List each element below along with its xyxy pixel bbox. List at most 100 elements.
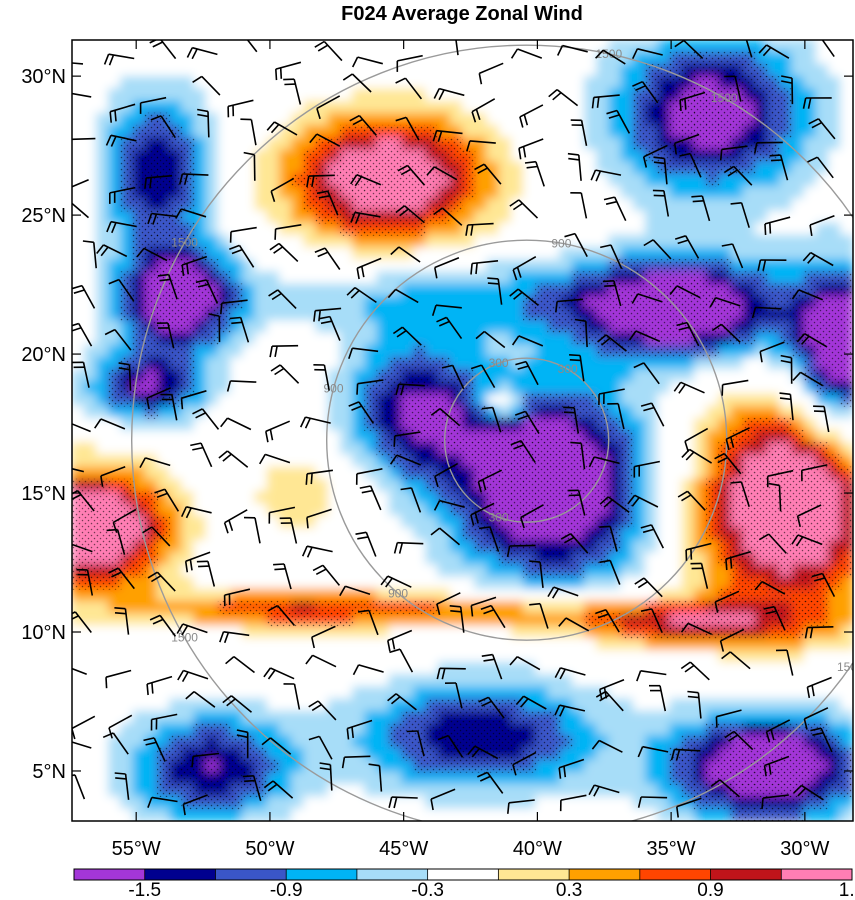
stipple-cell bbox=[559, 283, 573, 297]
field-cell bbox=[156, 661, 171, 676]
field-cell bbox=[547, 332, 561, 346]
field-cell bbox=[767, 51, 781, 65]
field-cell bbox=[669, 710, 683, 724]
field-cell bbox=[278, 295, 293, 309]
field-cell bbox=[449, 796, 463, 810]
field-cell bbox=[388, 698, 402, 712]
stipple-cell bbox=[376, 149, 390, 163]
field-cell bbox=[169, 576, 183, 590]
field-cell bbox=[474, 295, 488, 309]
field-cell bbox=[169, 722, 183, 737]
field-cell bbox=[303, 246, 317, 261]
field-cell bbox=[547, 637, 561, 651]
field-cell bbox=[327, 356, 341, 370]
field-cell bbox=[376, 88, 390, 102]
field-cell bbox=[474, 661, 488, 676]
stipple-cell bbox=[706, 332, 720, 346]
field-cell bbox=[400, 307, 415, 322]
field-cell bbox=[120, 332, 134, 346]
field-cell bbox=[620, 381, 634, 395]
stipple-cell bbox=[742, 442, 756, 456]
stipple-cell bbox=[693, 283, 708, 297]
field-cell bbox=[706, 564, 720, 578]
field-cell bbox=[584, 588, 598, 602]
field-cell bbox=[388, 478, 402, 493]
stipple-cell bbox=[742, 295, 756, 309]
field-cell bbox=[474, 320, 488, 334]
stipple-cell bbox=[742, 332, 756, 346]
stipple-cell bbox=[828, 332, 842, 346]
field-cell bbox=[828, 661, 842, 676]
field-cell bbox=[437, 783, 451, 798]
field-cell bbox=[645, 649, 659, 663]
field-cell bbox=[95, 149, 110, 163]
field-cell bbox=[657, 637, 671, 651]
stipple-cell bbox=[376, 185, 390, 200]
field-cell bbox=[72, 368, 85, 383]
stipple-cell bbox=[400, 222, 415, 236]
stipple-cell bbox=[840, 368, 853, 383]
field-cell bbox=[72, 808, 85, 821]
field-cell bbox=[681, 417, 695, 431]
field-cell bbox=[425, 63, 439, 78]
stipple-cell bbox=[169, 161, 183, 175]
field-cell bbox=[181, 576, 195, 590]
field-cell bbox=[303, 368, 317, 383]
field-cell bbox=[303, 747, 317, 761]
field-cell bbox=[352, 63, 366, 78]
field-cell bbox=[376, 539, 390, 554]
stipple-cell bbox=[706, 161, 720, 175]
field-cell bbox=[95, 307, 110, 322]
field-cell bbox=[254, 442, 268, 456]
field-cell bbox=[83, 637, 97, 651]
field-cell bbox=[315, 747, 329, 761]
field-cell bbox=[132, 674, 146, 688]
field-cell bbox=[742, 710, 756, 724]
stipple-cell bbox=[706, 63, 720, 78]
field-cell bbox=[437, 40, 451, 53]
field-cell bbox=[486, 76, 500, 90]
field-cell bbox=[547, 613, 561, 627]
field-cell bbox=[291, 478, 305, 493]
stipple-cell bbox=[571, 271, 586, 285]
field-cell bbox=[828, 637, 842, 651]
field-cell bbox=[230, 210, 244, 224]
stipple-cell bbox=[400, 161, 415, 175]
stipple-cell bbox=[83, 527, 97, 541]
field-cell bbox=[815, 63, 830, 78]
field-cell bbox=[571, 161, 586, 175]
field-cell bbox=[571, 173, 586, 187]
field-cell bbox=[364, 564, 378, 578]
stipple-cell bbox=[449, 417, 463, 431]
stipple-cell bbox=[193, 283, 207, 297]
field-cell bbox=[669, 491, 683, 505]
field-cell bbox=[339, 527, 354, 541]
field-cell bbox=[278, 222, 293, 236]
field-cell bbox=[205, 40, 219, 53]
field-cell bbox=[327, 674, 341, 688]
field-cell bbox=[620, 198, 634, 212]
stipple-cell bbox=[608, 515, 622, 529]
field-cell bbox=[108, 710, 122, 724]
field-cell bbox=[693, 430, 708, 444]
field-cell bbox=[327, 478, 341, 493]
field-cell bbox=[730, 661, 744, 676]
field-cell bbox=[181, 76, 195, 90]
field-cell bbox=[205, 173, 219, 187]
stipple-cell bbox=[425, 417, 439, 431]
stipple-cell bbox=[352, 198, 366, 212]
field-cell bbox=[291, 783, 305, 798]
field-cell bbox=[413, 564, 427, 578]
field-cell bbox=[266, 710, 280, 724]
field-cell bbox=[327, 515, 341, 529]
field-cell bbox=[498, 686, 512, 700]
stipple-cell bbox=[120, 271, 134, 285]
field-cell bbox=[547, 259, 561, 273]
field-cell bbox=[230, 222, 244, 236]
field-cell bbox=[254, 405, 268, 419]
field-cell bbox=[193, 698, 207, 712]
stipple-cell bbox=[364, 381, 378, 395]
field-cell bbox=[498, 625, 512, 639]
field-cell bbox=[388, 271, 402, 285]
field-cell bbox=[693, 661, 708, 676]
